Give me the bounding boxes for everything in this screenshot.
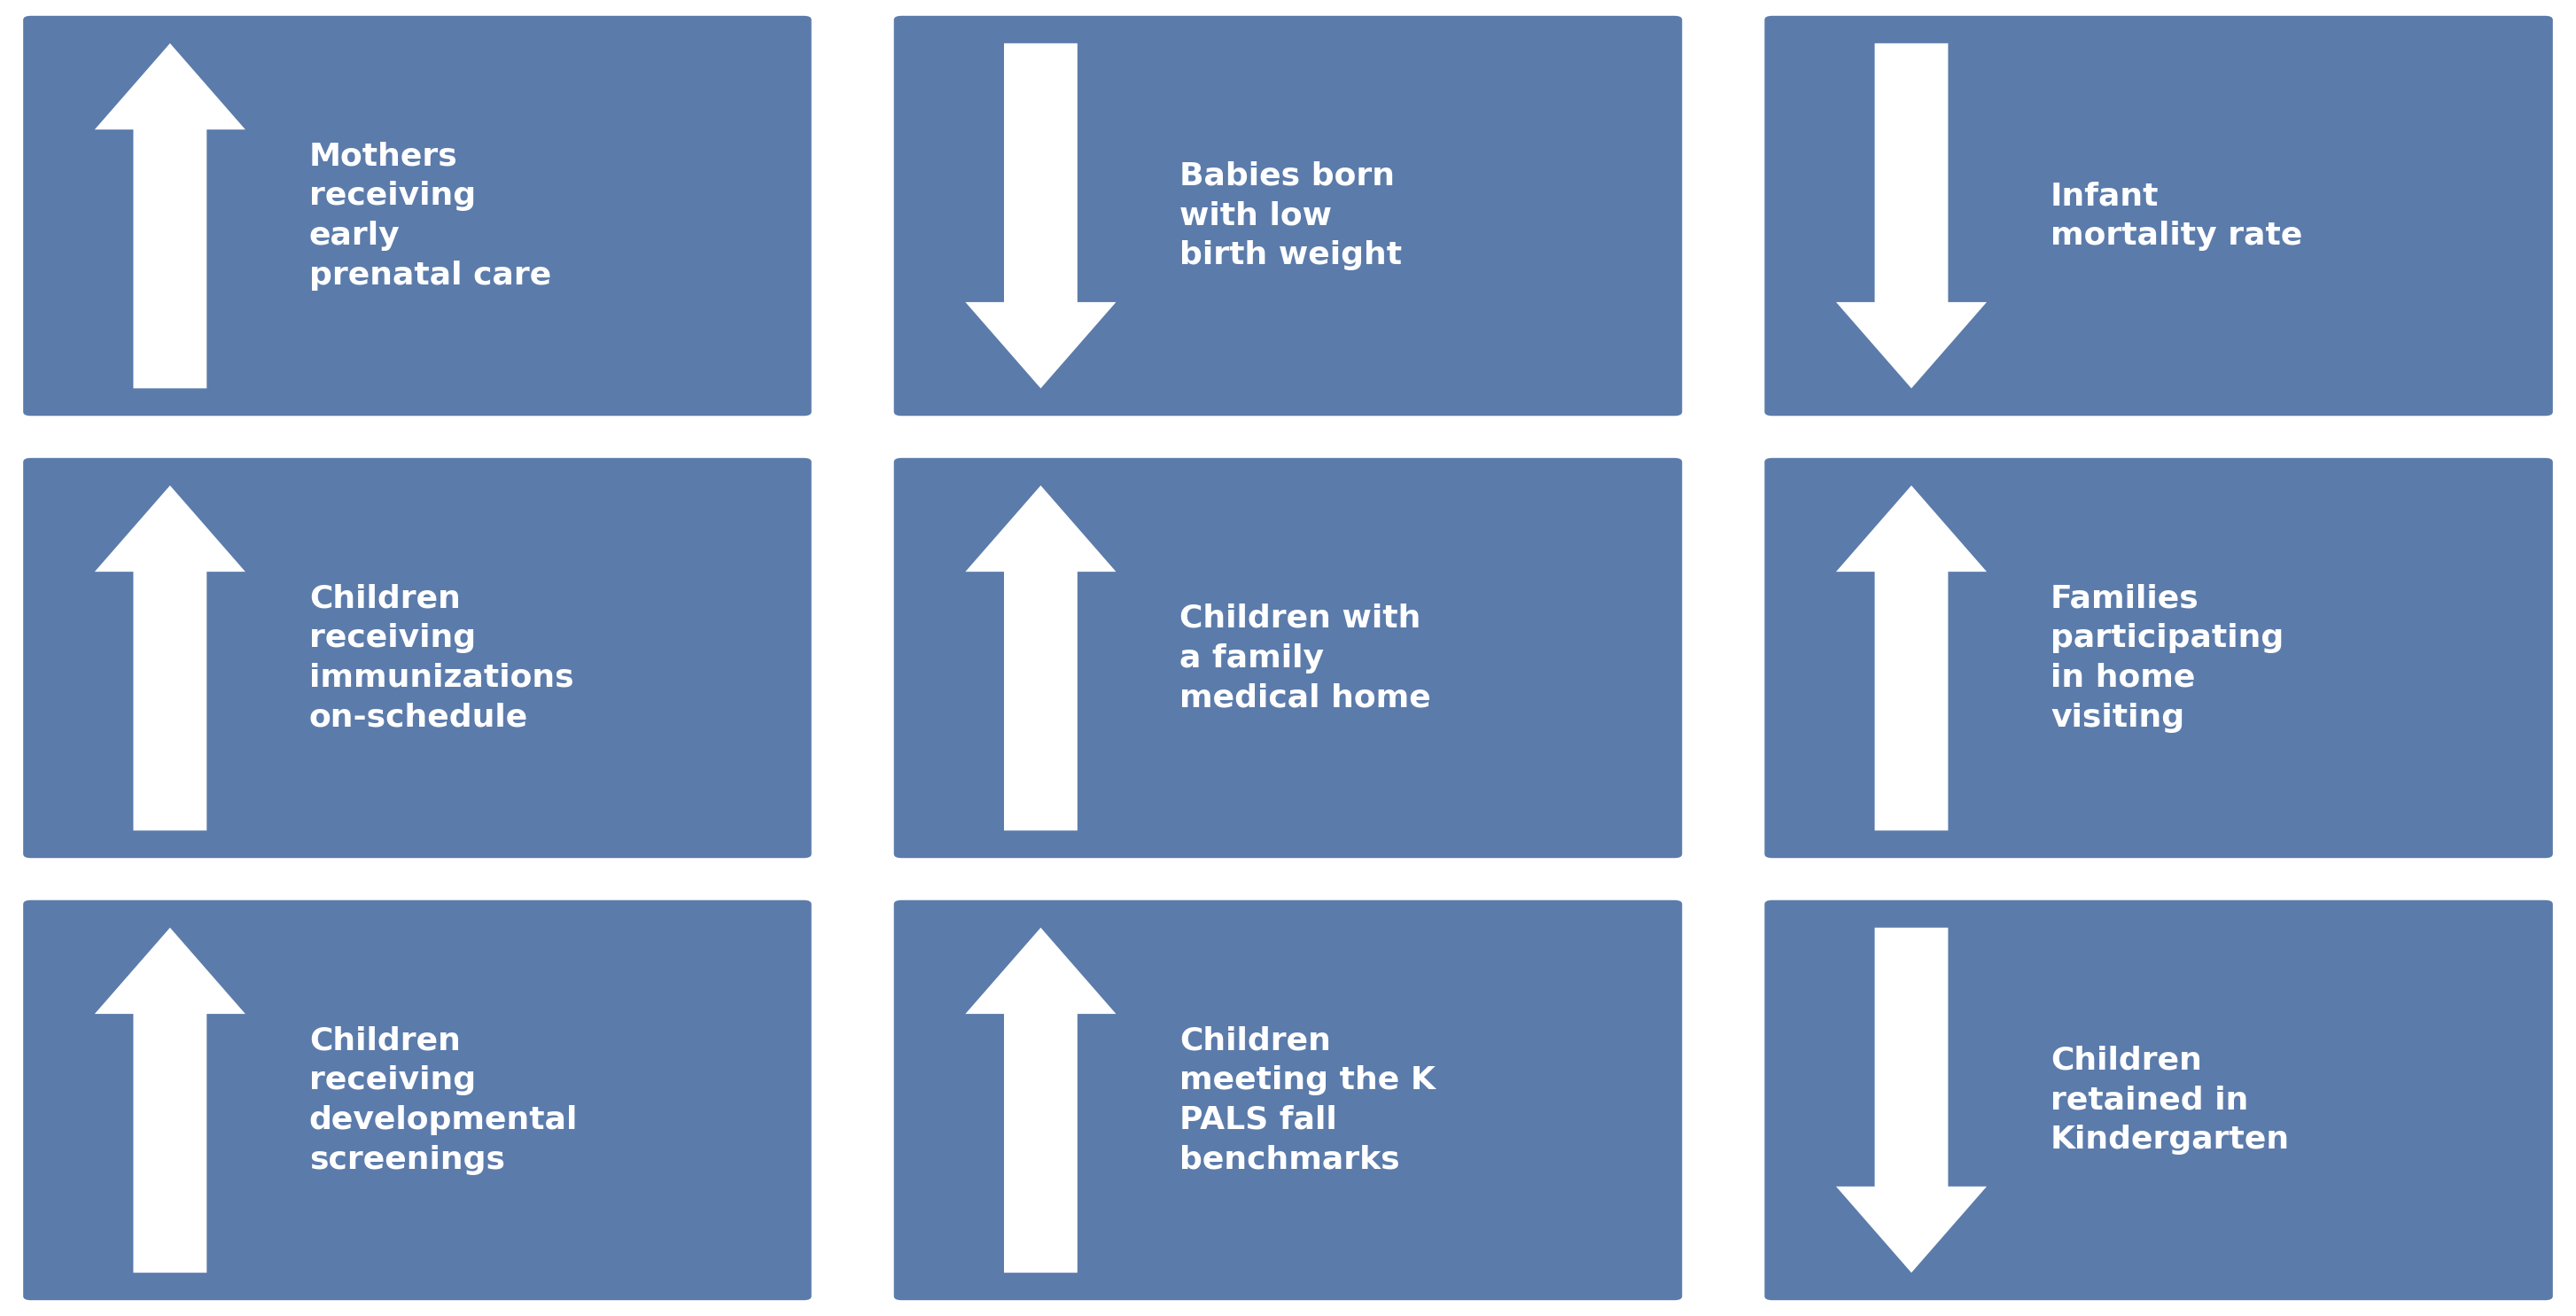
FancyBboxPatch shape [23, 16, 811, 416]
Polygon shape [966, 486, 1115, 830]
Text: Mothers
receiving
early
prenatal care: Mothers receiving early prenatal care [309, 141, 551, 291]
Polygon shape [966, 43, 1115, 388]
FancyBboxPatch shape [23, 900, 811, 1300]
Polygon shape [1837, 43, 1986, 388]
Text: Children with
a family
medical home: Children with a family medical home [1180, 603, 1432, 713]
Polygon shape [95, 928, 245, 1273]
Polygon shape [966, 928, 1115, 1273]
Text: Children
receiving
immunizations
on-schedule: Children receiving immunizations on-sche… [309, 583, 574, 733]
Text: Families
participating
in home
visiting: Families participating in home visiting [2050, 583, 2285, 733]
Polygon shape [95, 43, 245, 388]
FancyBboxPatch shape [23, 458, 811, 858]
Text: Babies born
with low
birth weight: Babies born with low birth weight [1180, 161, 1401, 271]
FancyBboxPatch shape [1765, 458, 2553, 858]
FancyBboxPatch shape [894, 458, 1682, 858]
Polygon shape [1837, 486, 1986, 830]
FancyBboxPatch shape [894, 900, 1682, 1300]
FancyBboxPatch shape [1765, 16, 2553, 416]
Text: Children
meeting the K
PALS fall
benchmarks: Children meeting the K PALS fall benchma… [1180, 1025, 1435, 1175]
Text: Children
receiving
developmental
screenings: Children receiving developmental screeni… [309, 1025, 577, 1175]
Polygon shape [1837, 928, 1986, 1273]
FancyBboxPatch shape [1765, 900, 2553, 1300]
Text: Children
retained in
Kindergarten: Children retained in Kindergarten [2050, 1045, 2290, 1155]
Text: Infant
mortality rate: Infant mortality rate [2050, 180, 2303, 251]
Polygon shape [95, 486, 245, 830]
FancyBboxPatch shape [894, 16, 1682, 416]
